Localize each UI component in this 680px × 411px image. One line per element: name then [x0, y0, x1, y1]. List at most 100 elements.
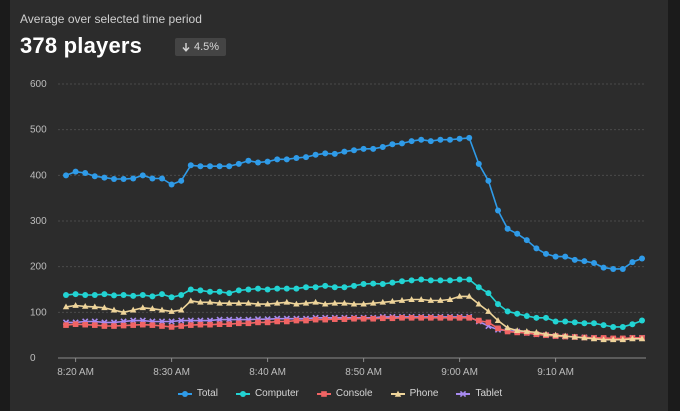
data-point-phone — [446, 296, 454, 302]
data-point-phone — [293, 300, 300, 307]
data-point-computer — [389, 279, 396, 286]
data-point-total — [120, 175, 127, 182]
data-point-total — [264, 158, 271, 165]
data-point-phone — [398, 297, 406, 303]
data-point-phone — [91, 303, 98, 310]
data-point-phone — [466, 292, 473, 299]
data-point-total — [341, 148, 348, 155]
data-point-total — [187, 162, 194, 169]
data-point-computer — [552, 318, 559, 325]
data-point-phone — [350, 300, 358, 307]
data-point-computer — [619, 323, 626, 330]
data-point-computer — [523, 312, 530, 319]
data-point-phone — [437, 297, 444, 303]
data-point-computer — [130, 292, 137, 299]
data-point-total — [111, 175, 117, 182]
data-point-console — [389, 315, 396, 322]
legend-item-total[interactable]: Total — [177, 388, 218, 399]
data-point-phone — [187, 297, 194, 304]
data-point-computer — [543, 314, 549, 321]
legend-swatch — [456, 390, 471, 398]
data-point-computer — [447, 277, 453, 284]
data-point-computer — [72, 291, 79, 298]
data-point-phone — [206, 298, 214, 305]
data-point-computer — [139, 291, 146, 298]
data-point-total — [82, 170, 89, 177]
x-tick-label: 8:50 AM — [345, 367, 382, 378]
data-point-console — [495, 325, 501, 332]
x-tick-label: 9:00 AM — [441, 367, 478, 378]
data-point-computer — [341, 284, 348, 291]
data-point-total — [399, 140, 405, 147]
data-point-console — [149, 322, 156, 328]
data-point-console — [370, 315, 376, 322]
data-point-total — [619, 265, 626, 272]
y-tick-label: 200 — [30, 262, 47, 273]
data-point-computer — [111, 292, 117, 299]
circle-marker-icon — [181, 390, 188, 397]
data-point-total — [456, 135, 463, 142]
data-point-computer — [581, 320, 588, 327]
data-point-total — [235, 160, 242, 167]
data-point-console — [456, 315, 463, 321]
data-point-phone — [590, 335, 598, 342]
data-point-total — [101, 174, 108, 181]
data-point-computer — [168, 294, 175, 301]
data-point-console — [101, 323, 108, 329]
data-point-total — [255, 159, 261, 166]
data-point-computer — [235, 287, 242, 294]
data-point-computer — [178, 291, 185, 298]
data-point-phone — [312, 298, 319, 305]
legend-item-computer[interactable]: Computer — [235, 388, 299, 399]
data-point-console — [120, 322, 127, 329]
data-point-total — [370, 145, 377, 152]
data-point-total — [197, 163, 204, 170]
legend-label: Computer — [254, 388, 299, 399]
triangle-marker-icon — [394, 390, 401, 397]
data-point-phone — [197, 298, 204, 305]
data-point-console — [245, 320, 252, 327]
data-point-phone — [427, 297, 434, 303]
data-point-total — [63, 172, 69, 179]
data-point-computer — [91, 291, 98, 298]
data-point-total — [312, 151, 319, 158]
data-point-console — [178, 323, 184, 329]
data-point-total — [360, 145, 367, 152]
data-point-phone — [456, 292, 463, 299]
data-point-computer — [187, 286, 194, 293]
chart-legend: Total Computer Console Phone Tablet — [0, 388, 680, 399]
data-point-console — [504, 328, 511, 335]
data-point-computer — [149, 293, 156, 300]
data-point-computer — [360, 281, 367, 288]
data-point-computer — [370, 280, 377, 287]
data-point-total — [139, 172, 146, 179]
data-point-total — [322, 150, 329, 157]
data-point-phone — [168, 308, 175, 314]
data-point-computer — [408, 277, 415, 284]
data-point-console — [284, 318, 290, 325]
y-tick-label: 400 — [30, 170, 47, 181]
legend-swatch — [316, 390, 331, 398]
data-point-phone — [245, 299, 252, 306]
data-point-console — [197, 321, 204, 328]
legend-item-phone[interactable]: Phone — [390, 388, 438, 399]
data-point-computer — [120, 291, 127, 298]
y-tick-label: 0 — [30, 353, 36, 364]
legend-item-console[interactable]: Console — [316, 388, 373, 399]
data-point-total — [216, 163, 223, 170]
data-point-console — [207, 321, 213, 328]
data-point-phone — [101, 304, 108, 311]
data-point-console — [428, 315, 434, 321]
data-point-computer — [571, 319, 578, 326]
legend-label: Tablet — [475, 388, 503, 399]
data-point-phone — [418, 296, 425, 302]
data-point-phone — [274, 299, 281, 306]
data-point-computer — [495, 301, 501, 308]
data-point-total — [351, 147, 357, 154]
legend-item-tablet[interactable]: Tablet — [456, 388, 502, 399]
arrow-down-icon — [182, 42, 190, 52]
square-marker-icon — [321, 390, 327, 397]
data-point-phone — [408, 296, 415, 302]
data-point-computer — [226, 290, 233, 297]
data-point-total — [72, 168, 79, 175]
